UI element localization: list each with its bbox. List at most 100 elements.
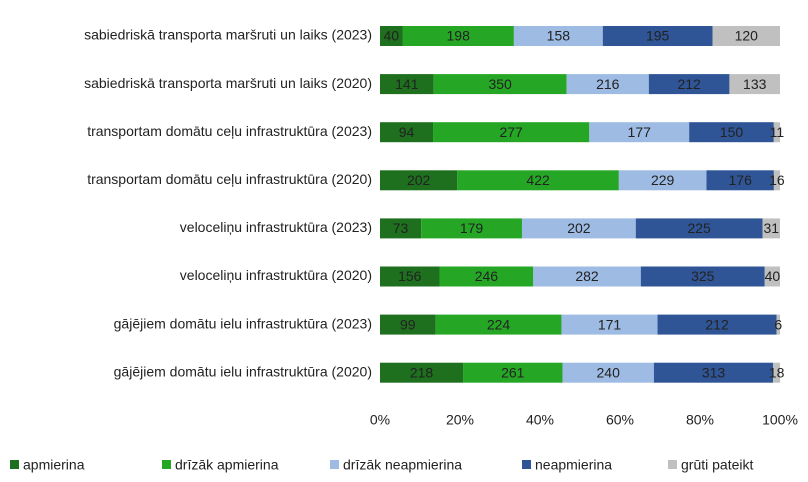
bar-segment — [457, 170, 619, 191]
data-label: 282 — [575, 268, 599, 284]
data-label: 212 — [705, 316, 729, 332]
bar-segment — [764, 266, 780, 287]
data-label: 350 — [488, 76, 512, 92]
bar-segment — [533, 266, 641, 287]
data-label: 212 — [677, 76, 701, 92]
legend-swatch — [668, 460, 677, 469]
data-label: 218 — [410, 364, 434, 380]
x-tick-label: 100% — [762, 412, 798, 428]
bar-segment — [635, 218, 763, 239]
bar-segment — [712, 26, 780, 46]
data-label: 422 — [526, 172, 550, 188]
category-label: gājējiem domātu ielu infrastruktūra (202… — [114, 315, 372, 331]
data-label: 150 — [720, 124, 744, 140]
bar-segment — [380, 218, 422, 239]
data-label: 156 — [398, 268, 422, 284]
bar-segment — [776, 314, 780, 335]
data-label: 40 — [765, 268, 781, 284]
data-label: 240 — [597, 364, 621, 380]
data-label: 99 — [400, 316, 416, 332]
x-tick-label: 40% — [526, 412, 554, 428]
data-label: 313 — [702, 364, 726, 380]
bar-segment — [380, 170, 458, 191]
data-label: 176 — [729, 172, 753, 188]
legend-swatch — [162, 460, 171, 469]
x-tick-label: 0% — [370, 412, 390, 428]
bar-segment — [773, 170, 780, 191]
data-label: 246 — [475, 268, 499, 284]
legend-swatch — [330, 460, 339, 469]
data-label: 6 — [774, 316, 782, 332]
legend-label: neapmierina — [535, 457, 612, 473]
legend-label: apmierina — [23, 457, 85, 473]
bar-segment — [433, 74, 567, 95]
bar-segment — [433, 122, 590, 143]
data-label: 202 — [407, 172, 431, 188]
bar-segment — [561, 314, 658, 335]
data-label: 11 — [770, 124, 785, 140]
data-label: 195 — [646, 28, 670, 44]
bar-segment — [729, 74, 780, 95]
category-label: veloceliņu infrastruktūra (2023) — [180, 219, 372, 235]
bar-segment — [380, 122, 434, 143]
bar-segment — [463, 362, 563, 383]
bar-segment — [589, 122, 690, 143]
data-label: 179 — [460, 220, 484, 236]
bar-segment — [421, 218, 522, 239]
bar-segment — [762, 218, 780, 239]
data-label: 31 — [763, 220, 779, 236]
bar-segment — [513, 26, 603, 46]
bar-segment — [706, 170, 774, 191]
bar-segment — [380, 362, 464, 383]
data-label: 94 — [399, 124, 415, 140]
bar-segment — [562, 362, 654, 383]
data-label: 216 — [596, 76, 620, 92]
data-label: 177 — [628, 124, 652, 140]
data-label: 261 — [501, 364, 525, 380]
bar-segment — [640, 266, 765, 287]
bar-segment — [435, 314, 562, 335]
data-label: 133 — [743, 76, 767, 92]
legend-swatch — [10, 460, 19, 469]
data-label: 325 — [691, 268, 715, 284]
data-label: 225 — [687, 220, 711, 236]
legend-label: drīzāk apmierina — [175, 457, 279, 473]
data-label: 202 — [567, 220, 591, 236]
x-tick-label: 20% — [446, 412, 474, 428]
category-label: sabiedriskā transporta maršruti un laiks… — [84, 75, 372, 91]
category-label: sabiedriskā transporta maršruti un laiks… — [84, 27, 372, 43]
bar-segment — [521, 218, 636, 239]
bar-segment — [689, 122, 774, 143]
bar-segment — [773, 362, 780, 383]
bar-segment — [648, 74, 730, 95]
legend-swatch — [522, 460, 531, 469]
data-label: 198 — [447, 28, 471, 44]
category-label: transportam domātu ceļu infrastruktūra (… — [87, 171, 372, 187]
bar-segment — [380, 266, 440, 287]
bar-segment — [773, 122, 780, 143]
category-label: gājējiem domātu ielu infrastruktūra (202… — [114, 363, 372, 379]
data-label: 40 — [383, 28, 399, 44]
data-label: 16 — [769, 172, 785, 188]
x-tick-label: 60% — [606, 412, 634, 428]
bar-segment — [602, 26, 713, 46]
data-label: 141 — [395, 76, 419, 92]
bar-segment — [380, 74, 434, 95]
data-label: 224 — [487, 316, 511, 332]
category-label: veloceliņu infrastruktūra (2020) — [180, 267, 372, 283]
legend-label: drīzāk neapmierina — [343, 457, 462, 473]
data-label: 229 — [651, 172, 675, 188]
bar-segment — [380, 26, 403, 46]
x-tick-label: 80% — [686, 412, 714, 428]
bar-segment — [380, 314, 436, 335]
bar-segment — [439, 266, 534, 287]
data-label: 158 — [547, 28, 571, 44]
bar-segment — [657, 314, 777, 335]
data-label: 277 — [499, 124, 523, 140]
legend-label: grūti pateikt — [681, 457, 753, 473]
data-label: 120 — [735, 28, 759, 44]
data-label: 171 — [598, 316, 622, 332]
bar-segment — [402, 26, 514, 46]
bar-segment — [618, 170, 707, 191]
